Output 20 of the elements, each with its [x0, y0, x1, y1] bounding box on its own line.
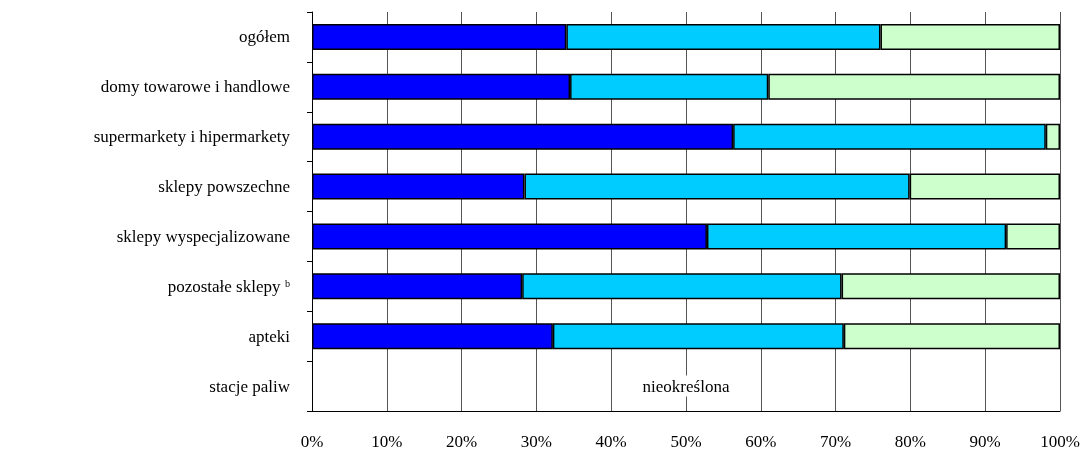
y-tick-label: pozostałe sklepy ᵇ	[167, 276, 290, 296]
x-tick-label: 70%	[820, 432, 852, 451]
annotation: nieokreślona	[642, 376, 730, 396]
y-tick-label: ogółem	[239, 27, 290, 47]
x-tick-label: 40%	[595, 432, 627, 451]
x-tick-label: 10%	[371, 432, 403, 451]
y-tick-label: supermarkety i hipermarkety	[93, 127, 291, 147]
y-tick-label: apteki	[248, 326, 291, 346]
x-tick-label: 100%	[1040, 432, 1080, 451]
x-tick-label: 30%	[520, 432, 552, 451]
x-tick-label: 50%	[670, 432, 702, 451]
x-tick-label: 0%	[300, 432, 324, 451]
y-tick-label: sklepy wyspecjalizowane	[116, 226, 290, 246]
y-tick-label: stacje paliw	[209, 376, 291, 396]
y-tick-label: sklepy powszechne	[158, 177, 290, 197]
y-tick-label: domy towarowe i handlowe	[100, 77, 290, 97]
x-tick-label: 90%	[969, 432, 1001, 451]
x-tick-label: 80%	[894, 432, 926, 451]
x-tick-label: 60%	[745, 432, 777, 451]
x-tick-label: 20%	[446, 432, 478, 451]
